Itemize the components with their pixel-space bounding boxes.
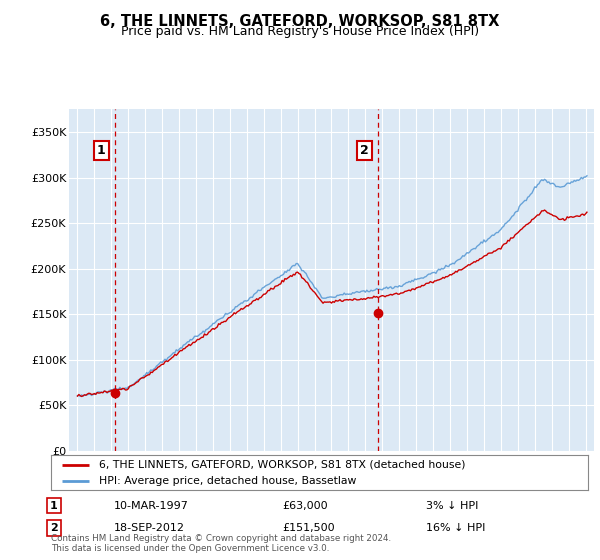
Text: HPI: Average price, detached house, Bassetlaw: HPI: Average price, detached house, Bass… [100,475,357,486]
Text: 16% ↓ HPI: 16% ↓ HPI [426,523,485,533]
Text: 3% ↓ HPI: 3% ↓ HPI [426,501,478,511]
Text: Contains HM Land Registry data © Crown copyright and database right 2024.
This d: Contains HM Land Registry data © Crown c… [51,534,391,553]
Text: 2: 2 [50,523,58,533]
Text: 6, THE LINNETS, GATEFORD, WORKSOP, S81 8TX: 6, THE LINNETS, GATEFORD, WORKSOP, S81 8… [100,14,500,29]
Text: 10-MAR-1997: 10-MAR-1997 [114,501,189,511]
Text: £63,000: £63,000 [282,501,328,511]
Text: 18-SEP-2012: 18-SEP-2012 [114,523,185,533]
Text: 2: 2 [359,144,368,157]
Text: Price paid vs. HM Land Registry's House Price Index (HPI): Price paid vs. HM Land Registry's House … [121,25,479,38]
Text: £151,500: £151,500 [282,523,335,533]
Text: 1: 1 [97,144,106,157]
Text: 6, THE LINNETS, GATEFORD, WORKSOP, S81 8TX (detached house): 6, THE LINNETS, GATEFORD, WORKSOP, S81 8… [100,460,466,470]
Text: 1: 1 [50,501,58,511]
